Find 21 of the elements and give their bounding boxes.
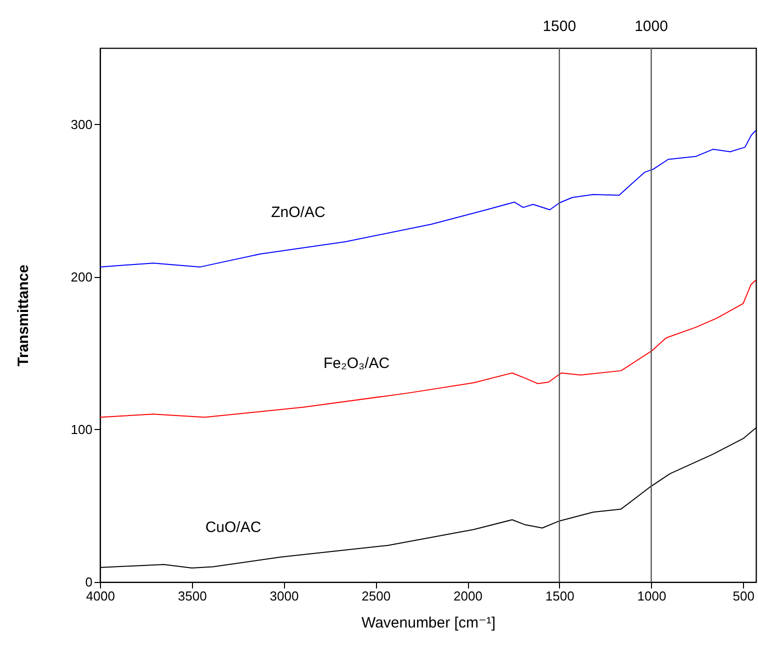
series-label: Fe₂O₃/AC xyxy=(324,354,390,372)
y-tick-label: 300 xyxy=(70,116,92,132)
series-label: CuO/AC xyxy=(205,518,262,536)
x-tick-label: 3000 xyxy=(270,588,299,604)
x-tick-label: 500 xyxy=(732,588,754,604)
x-tick-label: 3500 xyxy=(178,588,207,604)
ref-line-label: 1000 xyxy=(634,18,668,35)
x-tick-label: 2500 xyxy=(362,588,391,604)
x-tick-label: 2000 xyxy=(454,588,482,604)
line-series xyxy=(100,279,756,418)
y-tick-label: 100 xyxy=(70,422,92,437)
x-tick-label: 1500 xyxy=(545,588,574,604)
y-axis-title: Transmittance xyxy=(14,264,32,366)
line-series xyxy=(100,130,756,268)
x-tick-label: 1000 xyxy=(637,588,666,604)
x-tick-label: 4000 xyxy=(86,588,115,604)
y-tick-label: 200 xyxy=(70,269,92,284)
y-tick-label: 0 xyxy=(85,574,92,590)
series-label: ZnO/AC xyxy=(271,204,326,221)
ref-line-label: 1500 xyxy=(542,18,576,35)
x-axis-title: Wavenumber [cm⁻¹] xyxy=(361,614,496,632)
